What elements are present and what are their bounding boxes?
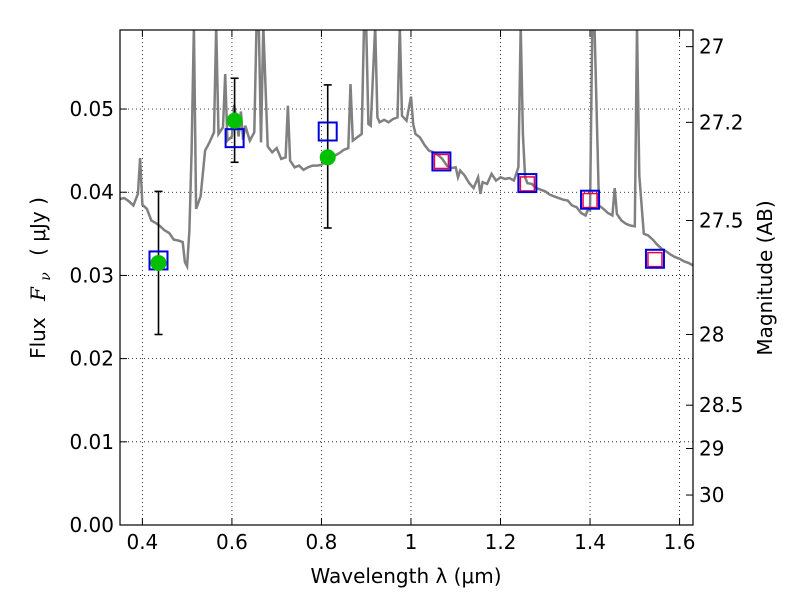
- model-point: [580, 189, 601, 210]
- mag-tick-label: 30: [699, 483, 724, 507]
- model-point: [224, 128, 245, 149]
- observed-point: [319, 149, 336, 166]
- x-axis-label: Wavelength λ (μm): [310, 564, 501, 588]
- y-axis-label: Flux F ν ( μJy ): [26, 197, 55, 359]
- x-tick-label: 1.4: [574, 530, 606, 554]
- x-tick-label: 1: [405, 530, 418, 554]
- mag-tick-label: 27.2: [699, 110, 744, 134]
- x-tick-label: 0.6: [216, 530, 248, 554]
- observed-point: [150, 254, 167, 271]
- observed-point: [226, 112, 243, 129]
- y-tick-label: 0.02: [69, 347, 114, 371]
- x-tick-label: 0.8: [306, 530, 338, 554]
- mag-tick-label: 28: [699, 322, 724, 346]
- y-tick-label: 0.00: [69, 513, 114, 537]
- synthetic-point: [647, 251, 663, 268]
- model-point: [644, 248, 665, 269]
- right-y-axis-label: Magnitude (AB): [753, 200, 777, 355]
- mag-tick-label: 27: [699, 35, 724, 59]
- grid: [120, 30, 693, 526]
- y-tick-label: 0.01: [69, 430, 114, 454]
- model-point: [317, 121, 338, 142]
- mag-tick-label: 29: [699, 436, 724, 460]
- axis-ticks: 0.4 0.6 0.8 1 1.2 1.4 1.6 0.00 0.01 0.02 0.03 0.04 0…: [69, 30, 744, 554]
- y-axis-label-text: Flux: [26, 317, 50, 359]
- model-point: [431, 151, 452, 172]
- y-tick-label: 0.05: [69, 97, 114, 121]
- svg-text:Flux F ν ( μ: Flux F ν ( μJy ): [26, 197, 55, 359]
- x-tick-label: 1.6: [664, 530, 696, 554]
- x-tick-label: 1.2: [485, 530, 517, 554]
- mag-tick-label: 28.5: [699, 393, 744, 417]
- y-axis-label-symbol: F: [26, 286, 50, 302]
- model-point: [517, 173, 538, 194]
- synthetic-point: [582, 192, 598, 209]
- y-axis-label-subscript: ν: [38, 272, 54, 281]
- x-tick-label: 0.4: [126, 530, 158, 554]
- y-tick-label: 0.04: [69, 180, 114, 204]
- plot-area: [120, 30, 693, 271]
- sed-curve: [120, 30, 693, 271]
- data-marks: [148, 77, 665, 336]
- y-axis-label-units: ( μJy ): [26, 197, 50, 256]
- mag-tick-label: 27.5: [699, 209, 744, 233]
- synthetic-point: [519, 176, 536, 192]
- plot-frame: [119, 29, 694, 526]
- synthetic-point: [433, 153, 450, 170]
- y-tick-label: 0.03: [69, 263, 114, 287]
